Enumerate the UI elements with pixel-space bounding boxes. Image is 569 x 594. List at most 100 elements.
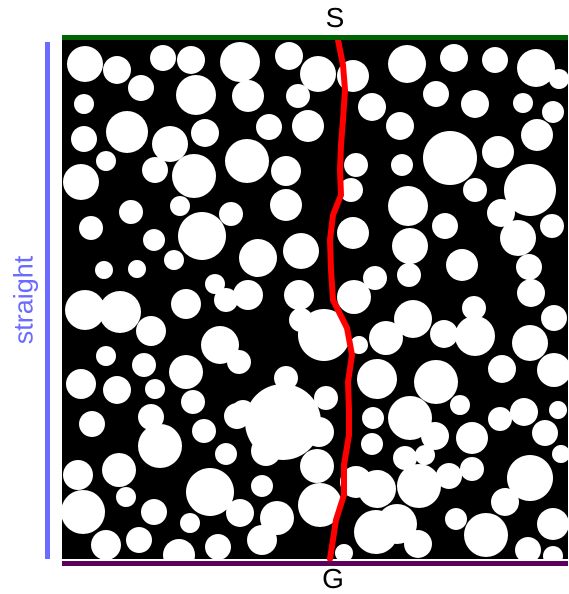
obstacle-disc bbox=[271, 156, 301, 186]
obstacle-disc bbox=[191, 119, 219, 147]
obstacle-disc bbox=[177, 46, 205, 74]
obstacle-disc bbox=[126, 527, 152, 553]
obstacle-disc bbox=[517, 279, 545, 307]
obstacle-disc bbox=[415, 445, 435, 465]
obstacle-disc bbox=[224, 403, 250, 429]
goal-label: G bbox=[322, 563, 344, 594]
obstacle-disc bbox=[456, 422, 488, 454]
start-label: S bbox=[325, 2, 345, 33]
obstacle-disc bbox=[164, 250, 184, 270]
obstacle-disc bbox=[350, 336, 368, 354]
obstacle-disc bbox=[95, 261, 113, 279]
obstacle-disc bbox=[450, 395, 470, 415]
obstacle-disc bbox=[79, 411, 105, 437]
obstacle-disc bbox=[532, 420, 558, 446]
obstacle-disc bbox=[404, 530, 432, 558]
obstacle-disc bbox=[143, 229, 165, 251]
obstacle-disc bbox=[369, 321, 403, 355]
obstacle-disc bbox=[74, 94, 94, 114]
obstacle-disc bbox=[446, 249, 478, 281]
obstacle-disc bbox=[180, 513, 200, 533]
obstacle-disc bbox=[393, 446, 417, 470]
obstacle-disc bbox=[392, 228, 428, 264]
obstacle-disc bbox=[205, 274, 225, 294]
obstacle-disc bbox=[298, 483, 342, 527]
obstacle-disc bbox=[388, 45, 426, 83]
obstacle-disc bbox=[270, 189, 302, 221]
obstacle-disc bbox=[215, 443, 237, 465]
obstacle-disc bbox=[314, 386, 338, 410]
obstacle-disc bbox=[138, 424, 182, 468]
obstacle-disc bbox=[103, 56, 131, 84]
obstacle-disc bbox=[150, 45, 176, 71]
obstacle-disc bbox=[132, 353, 156, 377]
obstacle-disc bbox=[201, 326, 239, 364]
obstacle-disc bbox=[225, 139, 269, 183]
obstacle-disc bbox=[549, 69, 568, 89]
obstacle-disc bbox=[99, 291, 141, 333]
obstacle-disc bbox=[344, 153, 368, 177]
obstacle-disc bbox=[513, 93, 533, 113]
obstacle-disc bbox=[543, 546, 563, 559]
obstacle-disc bbox=[192, 419, 216, 443]
obstacle-disc bbox=[487, 199, 515, 227]
obstacle-disc bbox=[251, 436, 281, 466]
obstacle-disc bbox=[462, 296, 486, 320]
obstacle-disc bbox=[128, 260, 146, 278]
obstacle-disc bbox=[91, 530, 121, 559]
obstacle-disc bbox=[205, 534, 231, 559]
obstacle-field bbox=[62, 42, 568, 559]
obstacle-disc bbox=[542, 101, 564, 123]
obstacle-disc bbox=[361, 433, 383, 455]
obstacle-disc bbox=[102, 453, 136, 487]
obstacle-disc bbox=[275, 42, 303, 70]
obstacle-disc bbox=[516, 254, 542, 280]
obstacle-disc bbox=[71, 126, 97, 152]
obstacle-disc bbox=[440, 44, 468, 72]
obstacle-disc bbox=[517, 49, 555, 87]
obstacle-disc bbox=[274, 366, 298, 390]
obstacle-disc bbox=[292, 110, 324, 142]
obstacle-disc bbox=[170, 196, 190, 216]
obstacle-disc bbox=[233, 280, 263, 310]
obstacle-disc bbox=[219, 202, 243, 226]
obstacle-disc bbox=[541, 305, 567, 331]
obstacle-disc bbox=[178, 212, 226, 260]
obstacle-disc bbox=[214, 288, 238, 312]
obstacle-disc bbox=[354, 510, 398, 554]
obstacle-disc bbox=[226, 499, 254, 527]
obstacle-disc bbox=[286, 84, 310, 108]
obstacle-disc bbox=[335, 544, 353, 559]
obstacle-disc bbox=[423, 131, 477, 185]
side-bar bbox=[45, 42, 50, 559]
obstacle-disc bbox=[232, 80, 264, 112]
obstacle-disc bbox=[256, 114, 282, 140]
side-label: straight bbox=[8, 255, 39, 345]
obstacle-disc bbox=[363, 266, 387, 290]
obstacle-disc bbox=[488, 355, 516, 383]
obstacle-disc bbox=[119, 200, 143, 224]
obstacle-disc bbox=[414, 360, 458, 404]
obstacle-disc bbox=[300, 56, 336, 92]
obstacle-disc bbox=[394, 300, 432, 338]
obstacle-disc bbox=[63, 460, 93, 490]
obstacle-disc bbox=[423, 81, 449, 107]
obstacle-disc bbox=[537, 353, 568, 387]
obstacle-disc bbox=[65, 290, 105, 330]
obstacle-disc bbox=[512, 325, 548, 361]
obstacle-disc bbox=[482, 47, 508, 73]
obstacle-disc bbox=[358, 470, 396, 508]
obstacle-disc bbox=[67, 46, 103, 82]
obstacle-disc bbox=[283, 233, 319, 269]
obstacle-disc bbox=[507, 455, 553, 501]
obstacle-disc bbox=[491, 488, 519, 516]
obstacle-disc bbox=[186, 468, 234, 516]
obstacle-disc bbox=[500, 220, 536, 256]
obstacle-disc bbox=[510, 398, 538, 426]
obstacle-disc bbox=[304, 417, 334, 447]
obstacle-disc bbox=[445, 508, 467, 530]
obstacle-disc bbox=[388, 396, 432, 440]
obstacle-disc bbox=[337, 217, 369, 249]
obstacle-disc bbox=[220, 42, 260, 82]
obstacle-disc bbox=[62, 490, 105, 534]
